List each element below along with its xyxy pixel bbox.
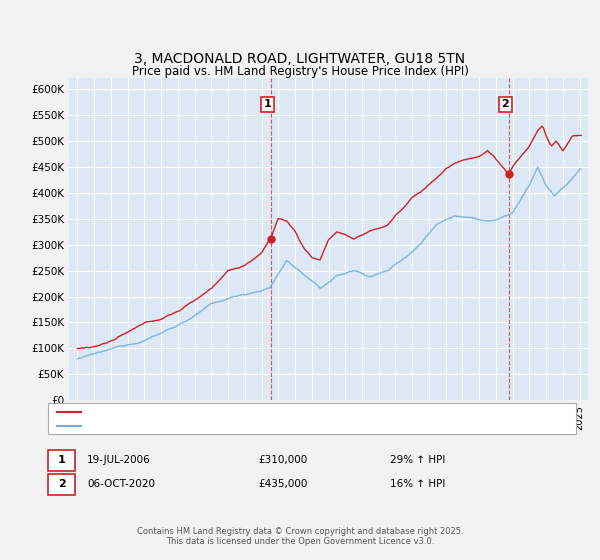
Text: Contains HM Land Registry data © Crown copyright and database right 2025.
This d: Contains HM Land Registry data © Crown c… — [137, 526, 463, 546]
Text: 2: 2 — [58, 479, 65, 489]
Text: 06-OCT-2020: 06-OCT-2020 — [87, 479, 155, 489]
Text: 3, MACDONALD ROAD, LIGHTWATER, GU18 5TN (semi-detached house): 3, MACDONALD ROAD, LIGHTWATER, GU18 5TN … — [87, 407, 436, 417]
Text: 2: 2 — [502, 99, 509, 109]
Text: 16% ↑ HPI: 16% ↑ HPI — [390, 479, 445, 489]
Text: HPI: Average price, semi-detached house, Surrey Heath: HPI: Average price, semi-detached house,… — [87, 421, 359, 431]
Text: 1: 1 — [58, 455, 65, 465]
Text: 29% ↑ HPI: 29% ↑ HPI — [390, 455, 445, 465]
Text: £435,000: £435,000 — [258, 479, 307, 489]
Text: Price paid vs. HM Land Registry's House Price Index (HPI): Price paid vs. HM Land Registry's House … — [131, 65, 469, 78]
Text: 19-JUL-2006: 19-JUL-2006 — [87, 455, 151, 465]
Text: 3, MACDONALD ROAD, LIGHTWATER, GU18 5TN: 3, MACDONALD ROAD, LIGHTWATER, GU18 5TN — [134, 52, 466, 66]
Text: £310,000: £310,000 — [258, 455, 307, 465]
Text: 1: 1 — [263, 99, 271, 109]
